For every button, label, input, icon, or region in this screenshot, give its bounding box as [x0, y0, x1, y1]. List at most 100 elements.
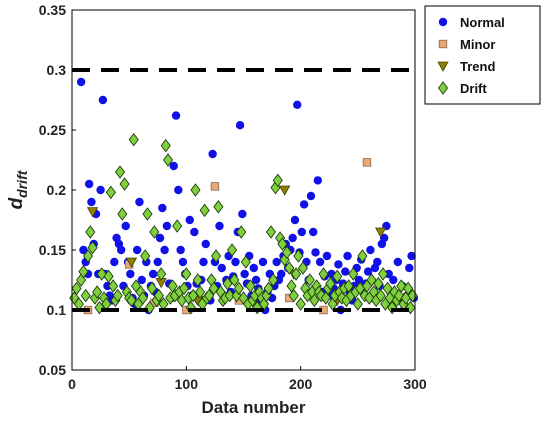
drift-point — [112, 288, 123, 303]
legend-marker-normal — [438, 17, 448, 27]
drift-point — [194, 285, 206, 299]
drift-point — [103, 269, 114, 284]
drift-point — [128, 132, 139, 147]
drift-point — [403, 281, 414, 296]
normal-point — [121, 221, 130, 231]
drift-point — [281, 245, 293, 260]
drift-point — [268, 273, 279, 287]
y-tick-label: 0.3 — [47, 62, 67, 78]
drift-point — [265, 225, 277, 239]
drift-point — [293, 249, 304, 263]
normal-point — [76, 77, 86, 87]
y-tick-label: 0.15 — [39, 242, 66, 258]
normal-point — [178, 257, 188, 267]
normal-point — [311, 248, 320, 257]
drift-point — [229, 273, 240, 287]
x-tick-label: 200 — [289, 376, 313, 392]
normal-point — [313, 176, 323, 185]
normal-point — [341, 267, 350, 276]
drift-point — [325, 276, 336, 291]
normal-point — [405, 263, 414, 273]
drift-point — [92, 285, 103, 299]
drift-point — [295, 297, 306, 311]
normal-point — [272, 257, 281, 267]
normal-point — [379, 233, 389, 243]
normal-point — [293, 100, 302, 110]
normal-point — [288, 233, 297, 243]
normal-point — [366, 245, 375, 255]
normal-point — [322, 251, 332, 261]
normal-point — [384, 269, 393, 279]
minor-point — [210, 182, 220, 191]
drift-point — [82, 249, 94, 263]
legend-marker-drift — [437, 81, 449, 95]
normal-point — [153, 257, 162, 267]
normal-point — [158, 203, 167, 213]
y-axis-label: ddrift — [6, 169, 30, 209]
trend-point — [86, 207, 99, 218]
normal-point — [363, 267, 373, 276]
normal-point — [208, 149, 217, 159]
normal-point — [132, 245, 142, 255]
normal-point — [231, 257, 240, 267]
normal-point — [299, 200, 309, 209]
normal-point — [201, 239, 210, 249]
normal-point — [393, 257, 403, 267]
normal-point — [98, 95, 108, 105]
normal-point — [176, 245, 185, 255]
normal-point — [110, 257, 119, 267]
drift-point — [105, 185, 116, 200]
x-tick-label: 300 — [403, 376, 427, 392]
normal-point — [87, 197, 96, 207]
drift-point — [291, 267, 302, 281]
legend: Normal Minor Trend Drift — [424, 5, 541, 105]
drift-point — [172, 219, 183, 233]
x-axis-label: Data number — [202, 398, 306, 417]
normal-point — [171, 111, 181, 120]
drift-point — [213, 200, 224, 214]
drift-point — [181, 267, 192, 281]
y-tick-label: 0.35 — [39, 2, 66, 18]
normal-point — [249, 263, 258, 273]
drift-point — [373, 276, 384, 291]
normal-point — [389, 275, 398, 285]
drift-point — [377, 267, 389, 281]
drift-point — [78, 264, 89, 279]
x-tick-label: 0 — [68, 376, 76, 392]
y-tick-label: 0.25 — [39, 122, 66, 138]
drift-point — [288, 288, 299, 303]
axes: 0 100 200 300 0.05 0.1 0.15 0.2 0.25 0.3 0.35 — [39, 2, 427, 392]
legend-label-normal: Normal — [460, 15, 505, 30]
legend-label-trend: Trend — [460, 59, 495, 74]
normal-point — [126, 269, 135, 279]
normal-point — [162, 221, 172, 231]
normal-point — [215, 221, 224, 231]
drift-point — [332, 269, 343, 284]
legend-marker-trend — [437, 61, 449, 72]
trend-point — [125, 257, 138, 268]
normal-point — [251, 275, 261, 285]
legend-marker-minor — [438, 39, 448, 49]
normal-point — [103, 281, 112, 291]
normal-point — [137, 275, 146, 285]
drift-point — [297, 261, 309, 275]
normal-point — [238, 209, 247, 219]
plot-frame — [71, 9, 416, 371]
x-tick-label: 100 — [175, 376, 199, 392]
drift-point — [210, 249, 222, 263]
normal-point — [84, 179, 94, 189]
normal-point — [160, 245, 169, 255]
normal-point — [373, 257, 382, 267]
drift-point — [199, 203, 210, 218]
drift-point — [108, 279, 119, 293]
drift-point — [153, 288, 164, 303]
drift-point — [117, 207, 128, 221]
drift-point — [227, 243, 238, 257]
y-axis-label-sub: drift — [14, 169, 30, 198]
drift-point — [146, 281, 158, 296]
series-normal — [76, 77, 419, 315]
normal-point — [217, 263, 226, 273]
drift-point — [309, 293, 320, 308]
drift-point — [240, 255, 251, 269]
normal-point — [190, 227, 199, 237]
